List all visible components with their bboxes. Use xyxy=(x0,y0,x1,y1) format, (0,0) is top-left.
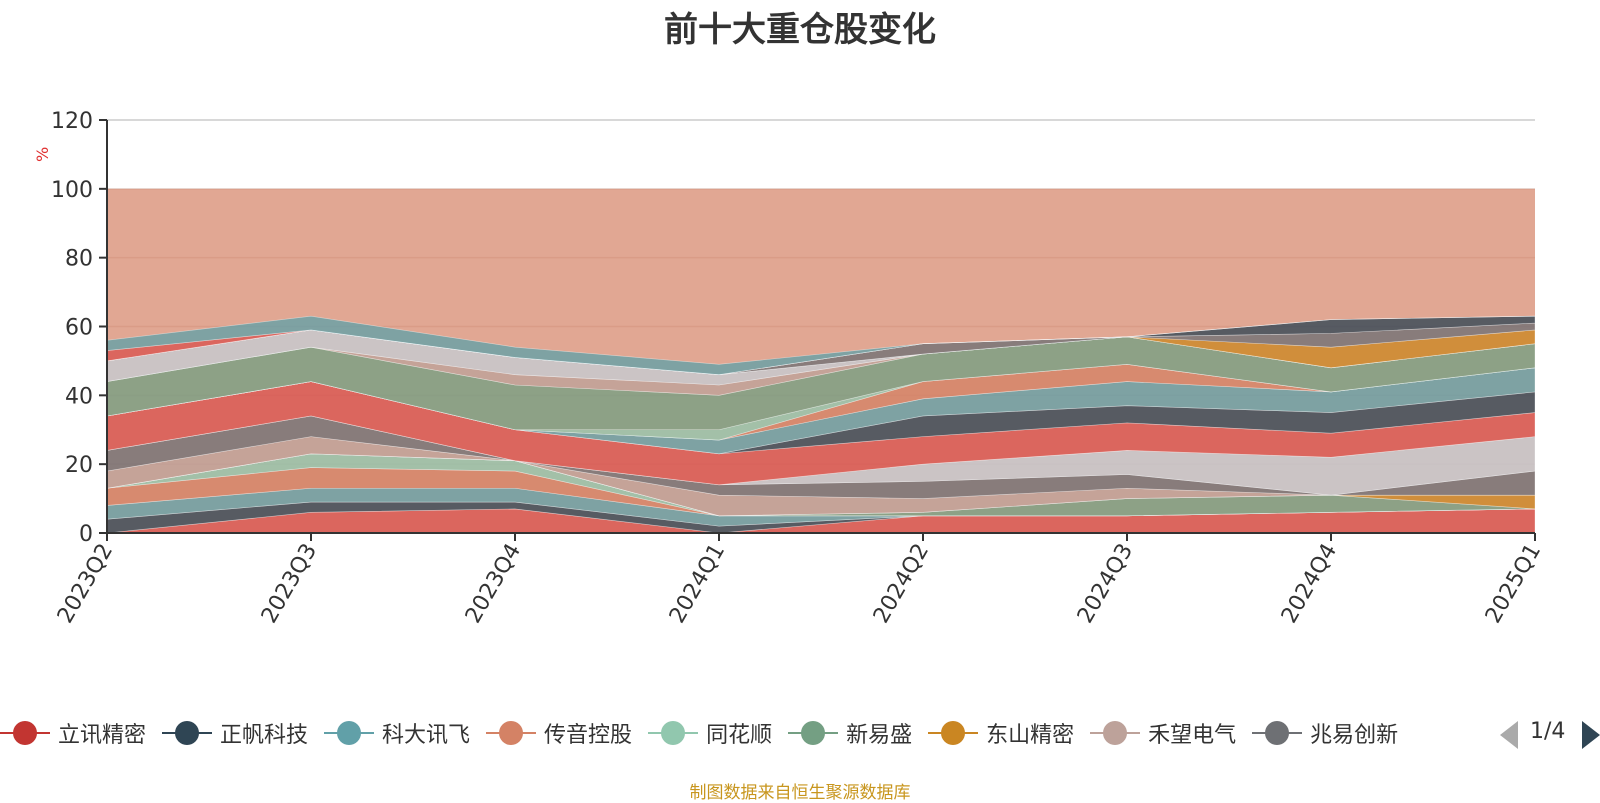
x-tick-label: 2023Q4 xyxy=(461,540,526,628)
legend-label: 科大讯飞 xyxy=(382,723,471,748)
legend-item[interactable]: 立讯精密 xyxy=(0,713,146,753)
legend-label: 立讯精密 xyxy=(58,723,147,748)
legend-marker-icon xyxy=(1090,721,1141,745)
legend-item[interactable]: 正帆科技 xyxy=(162,713,308,753)
y-tick-label: 0 xyxy=(79,522,93,547)
legend-label: 禾望电气 xyxy=(1148,723,1237,748)
legend-item[interactable]: 科大讯飞 xyxy=(324,713,470,753)
legend: 立讯精密 正帆科技 科大讯飞 传音控股 同花顺 新易盛 东山精密 禾望电气 兆易创新 xyxy=(0,713,1485,753)
legend-label: 新易盛 xyxy=(846,723,913,748)
legend-label: 兆易创新 xyxy=(1310,723,1399,748)
area-layers xyxy=(106,188,1536,534)
x-tick-label: 2024Q1 xyxy=(665,540,730,628)
legend-marker-icon xyxy=(648,721,699,745)
legend-page-indicator: 1/4 xyxy=(1530,719,1566,744)
area-layer-23 xyxy=(106,315,1536,375)
legend-marker-icon xyxy=(486,721,537,745)
y-tick-label: 80 xyxy=(65,247,93,272)
legend-prev-button[interactable] xyxy=(1500,721,1518,749)
legend-label: 传音控股 xyxy=(544,723,633,748)
legend-marker-icon xyxy=(1252,721,1303,745)
x-tick-label: 2023Q2 xyxy=(53,540,118,628)
legend-item[interactable]: 兆易创新 xyxy=(1252,713,1398,753)
legend-item[interactable]: 禾望电气 xyxy=(1090,713,1236,753)
legend-marker-icon xyxy=(928,721,979,745)
y-tick-label: 60 xyxy=(65,316,93,341)
x-tick-label: 2024Q3 xyxy=(1073,540,1138,628)
legend-item[interactable]: 传音控股 xyxy=(486,713,632,753)
legend-item[interactable]: 新易盛 xyxy=(788,713,912,753)
legend-label: 东山精密 xyxy=(986,723,1075,748)
x-tick-label: 2023Q3 xyxy=(257,540,322,628)
legend-item[interactable]: 东山精密 xyxy=(928,713,1074,753)
legend-marker-icon xyxy=(788,721,839,745)
legend-next-button[interactable] xyxy=(1582,721,1600,749)
x-tick-label: 2025Q1 xyxy=(1481,540,1546,628)
x-tick-label: 2024Q4 xyxy=(1277,540,1342,628)
stacked-area-chart: 0 20 40 60 80 100 120 2023Q2 2023Q3 2023Q4 2024Q1 2… xyxy=(33,109,1546,628)
legend-label: 同花顺 xyxy=(706,723,773,748)
y-tick-label: 20 xyxy=(65,453,93,478)
legend-marker-icon xyxy=(0,721,50,745)
y-tick-label: 40 xyxy=(65,384,93,409)
legend-item[interactable]: 同花顺 xyxy=(648,713,772,753)
y-tick-label: 120 xyxy=(51,109,93,134)
chart-title: 前十大重仓股变化 xyxy=(664,10,936,50)
x-tick-label: 2024Q2 xyxy=(869,540,934,628)
legend-label: 正帆科技 xyxy=(220,723,309,748)
legend-pager: 1/4 xyxy=(1500,715,1600,755)
y-axis-label: % xyxy=(33,147,52,162)
y-tick-label: 100 xyxy=(51,178,93,203)
legend-marker-icon xyxy=(162,721,213,745)
legend-marker-icon xyxy=(324,721,375,745)
data-source-note: 制图数据来自恒生聚源数据库 xyxy=(689,783,911,803)
